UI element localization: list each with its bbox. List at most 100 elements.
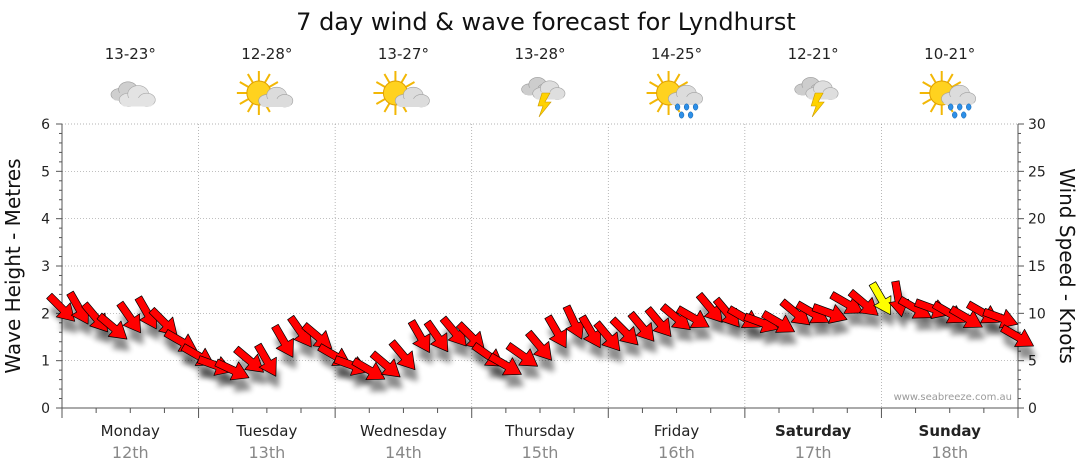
- thunderstorm-icon: [521, 77, 566, 118]
- wind-arrow-shadow: [354, 369, 388, 392]
- right-tick-label: 10: [1028, 306, 1046, 322]
- wind-arrow: [254, 342, 277, 377]
- left-tick-label: 5: [41, 164, 50, 180]
- temperature-range: 12-21°: [788, 45, 839, 63]
- day-header: 10-21°: [919, 45, 977, 119]
- wind-arrow: [948, 305, 983, 328]
- wind-arrow: [525, 329, 552, 361]
- day-name-label: Saturday: [775, 422, 852, 440]
- wind-arrow: [761, 310, 795, 333]
- wind-arrow: [388, 339, 416, 371]
- wind-arrow-highlight: [868, 281, 892, 316]
- credit-text: www.seabreeze.com.au: [894, 392, 1012, 403]
- day-name-label: Tuesday: [235, 422, 297, 440]
- wind-arrow: [423, 319, 449, 353]
- wind-arrow-shadow: [832, 303, 866, 326]
- left-axis-ticks: 0 1 2 3 4 5 6: [41, 117, 62, 417]
- wind-arrow: [593, 320, 621, 352]
- cloudy-icon: [110, 81, 156, 107]
- wind-arrow: [675, 305, 710, 328]
- wind-arrow-shadow: [49, 305, 78, 334]
- partly-sunny-icon: [236, 71, 294, 115]
- left-tick-label: 2: [41, 306, 50, 322]
- wind-arrow-shadow: [236, 358, 267, 385]
- x-axis-day-labels: Monday 12th Tuesday 13th Wednesday 14th Thursd…: [101, 422, 981, 462]
- left-tick-label: 6: [41, 117, 50, 133]
- day-date-label: 18th: [931, 443, 968, 462]
- wind-arrow-shadow: [952, 317, 986, 340]
- right-tick-label: 20: [1028, 212, 1046, 228]
- day-date-label: 16th: [658, 443, 695, 462]
- day-forecast-headers: 13-23° 12-28° 13-27° 13-28° 14-25° 12-21° 10-2…: [105, 45, 977, 119]
- left-tick-label: 1: [41, 354, 50, 370]
- wind-arrow-shadow: [901, 308, 935, 331]
- temperature-range: 13-27°: [378, 45, 429, 63]
- thunderstorm-icon: [794, 77, 839, 118]
- right-tick-label: 0: [1028, 401, 1037, 417]
- wind-arrow-shadow: [491, 365, 525, 387]
- wind-arrow: [96, 312, 128, 340]
- day-date-label: 15th: [522, 443, 559, 462]
- day-header: 12-28°: [236, 45, 294, 115]
- day-name-label: Wednesday: [360, 422, 447, 440]
- left-tick-label: 3: [41, 259, 50, 275]
- day-name-label: Sunday: [919, 422, 982, 440]
- wind-arrow: [116, 300, 141, 334]
- wind-arrow: [829, 291, 864, 314]
- wind-arrow: [46, 292, 76, 322]
- wind-arrow: [233, 345, 264, 373]
- wind-arrow: [505, 342, 539, 367]
- wind-arrow-shadow: [373, 362, 404, 389]
- day-date-label: 12th: [112, 443, 149, 462]
- wind-arrow: [407, 319, 431, 353]
- temperature-range: 10-21°: [924, 45, 975, 63]
- wind-arrow: [351, 357, 386, 381]
- wind-arrow: [609, 316, 639, 346]
- day-name-label: Friday: [654, 422, 700, 440]
- left-axis-title: Wave Height - Metres: [1, 158, 25, 373]
- left-tick-label: 0: [41, 401, 50, 417]
- wind-arrow-shadow: [935, 313, 969, 335]
- partly-sunny-icon: [373, 71, 430, 115]
- chart-title: 7 day wind & wave forecast for Lyndhurst: [296, 8, 796, 36]
- wind-arrow: [1000, 324, 1034, 347]
- wind-arrow-shadow: [217, 371, 253, 392]
- day-date-label: 14th: [385, 443, 422, 462]
- wind-arrow-shadow: [167, 341, 201, 364]
- day-header: 13-28°: [514, 45, 566, 118]
- wind-arrow: [214, 358, 250, 381]
- sun-showers-icon: [646, 71, 703, 119]
- right-tick-label: 25: [1028, 164, 1046, 180]
- sun-showers-icon: [919, 71, 977, 119]
- wind-arrow-shadow: [663, 315, 694, 342]
- wind-arrows: [46, 280, 1034, 381]
- right-axis-title: Wind Speed - Knots: [1055, 168, 1079, 364]
- right-tick-label: 15: [1028, 259, 1046, 275]
- wind-arrow: [982, 307, 1019, 329]
- temperature-range: 12-28°: [241, 45, 292, 63]
- wind-arrow-shadow: [509, 354, 541, 379]
- wind-arrow: [847, 289, 879, 316]
- temperature-range: 14-25°: [651, 45, 702, 63]
- right-tick-label: 30: [1028, 117, 1046, 133]
- wind-arrow-shadow: [782, 310, 813, 337]
- wind-arrow: [627, 310, 655, 342]
- wind-arrow-shadow: [1003, 336, 1037, 359]
- wind-arrow: [544, 314, 567, 349]
- day-name-label: Monday: [101, 422, 160, 440]
- wind-arrow: [369, 350, 401, 378]
- wind-arrow: [488, 352, 522, 376]
- right-axis-ticks: 0 5 10 15 20 25 30: [1018, 117, 1046, 417]
- temperature-range: 13-28°: [514, 45, 565, 63]
- day-date-label: 17th: [795, 443, 832, 462]
- day-header: 13-27°: [373, 45, 430, 115]
- wind-arrow: [562, 304, 585, 340]
- wind-arrow: [695, 292, 723, 323]
- day-header: 13-23°: [105, 45, 156, 107]
- temperature-range: 13-23°: [105, 45, 156, 63]
- day-date-label: 13th: [248, 443, 285, 462]
- day-name-label: Thursday: [504, 422, 575, 440]
- right-tick-label: 5: [1028, 354, 1037, 370]
- day-header: 12-21°: [788, 45, 839, 118]
